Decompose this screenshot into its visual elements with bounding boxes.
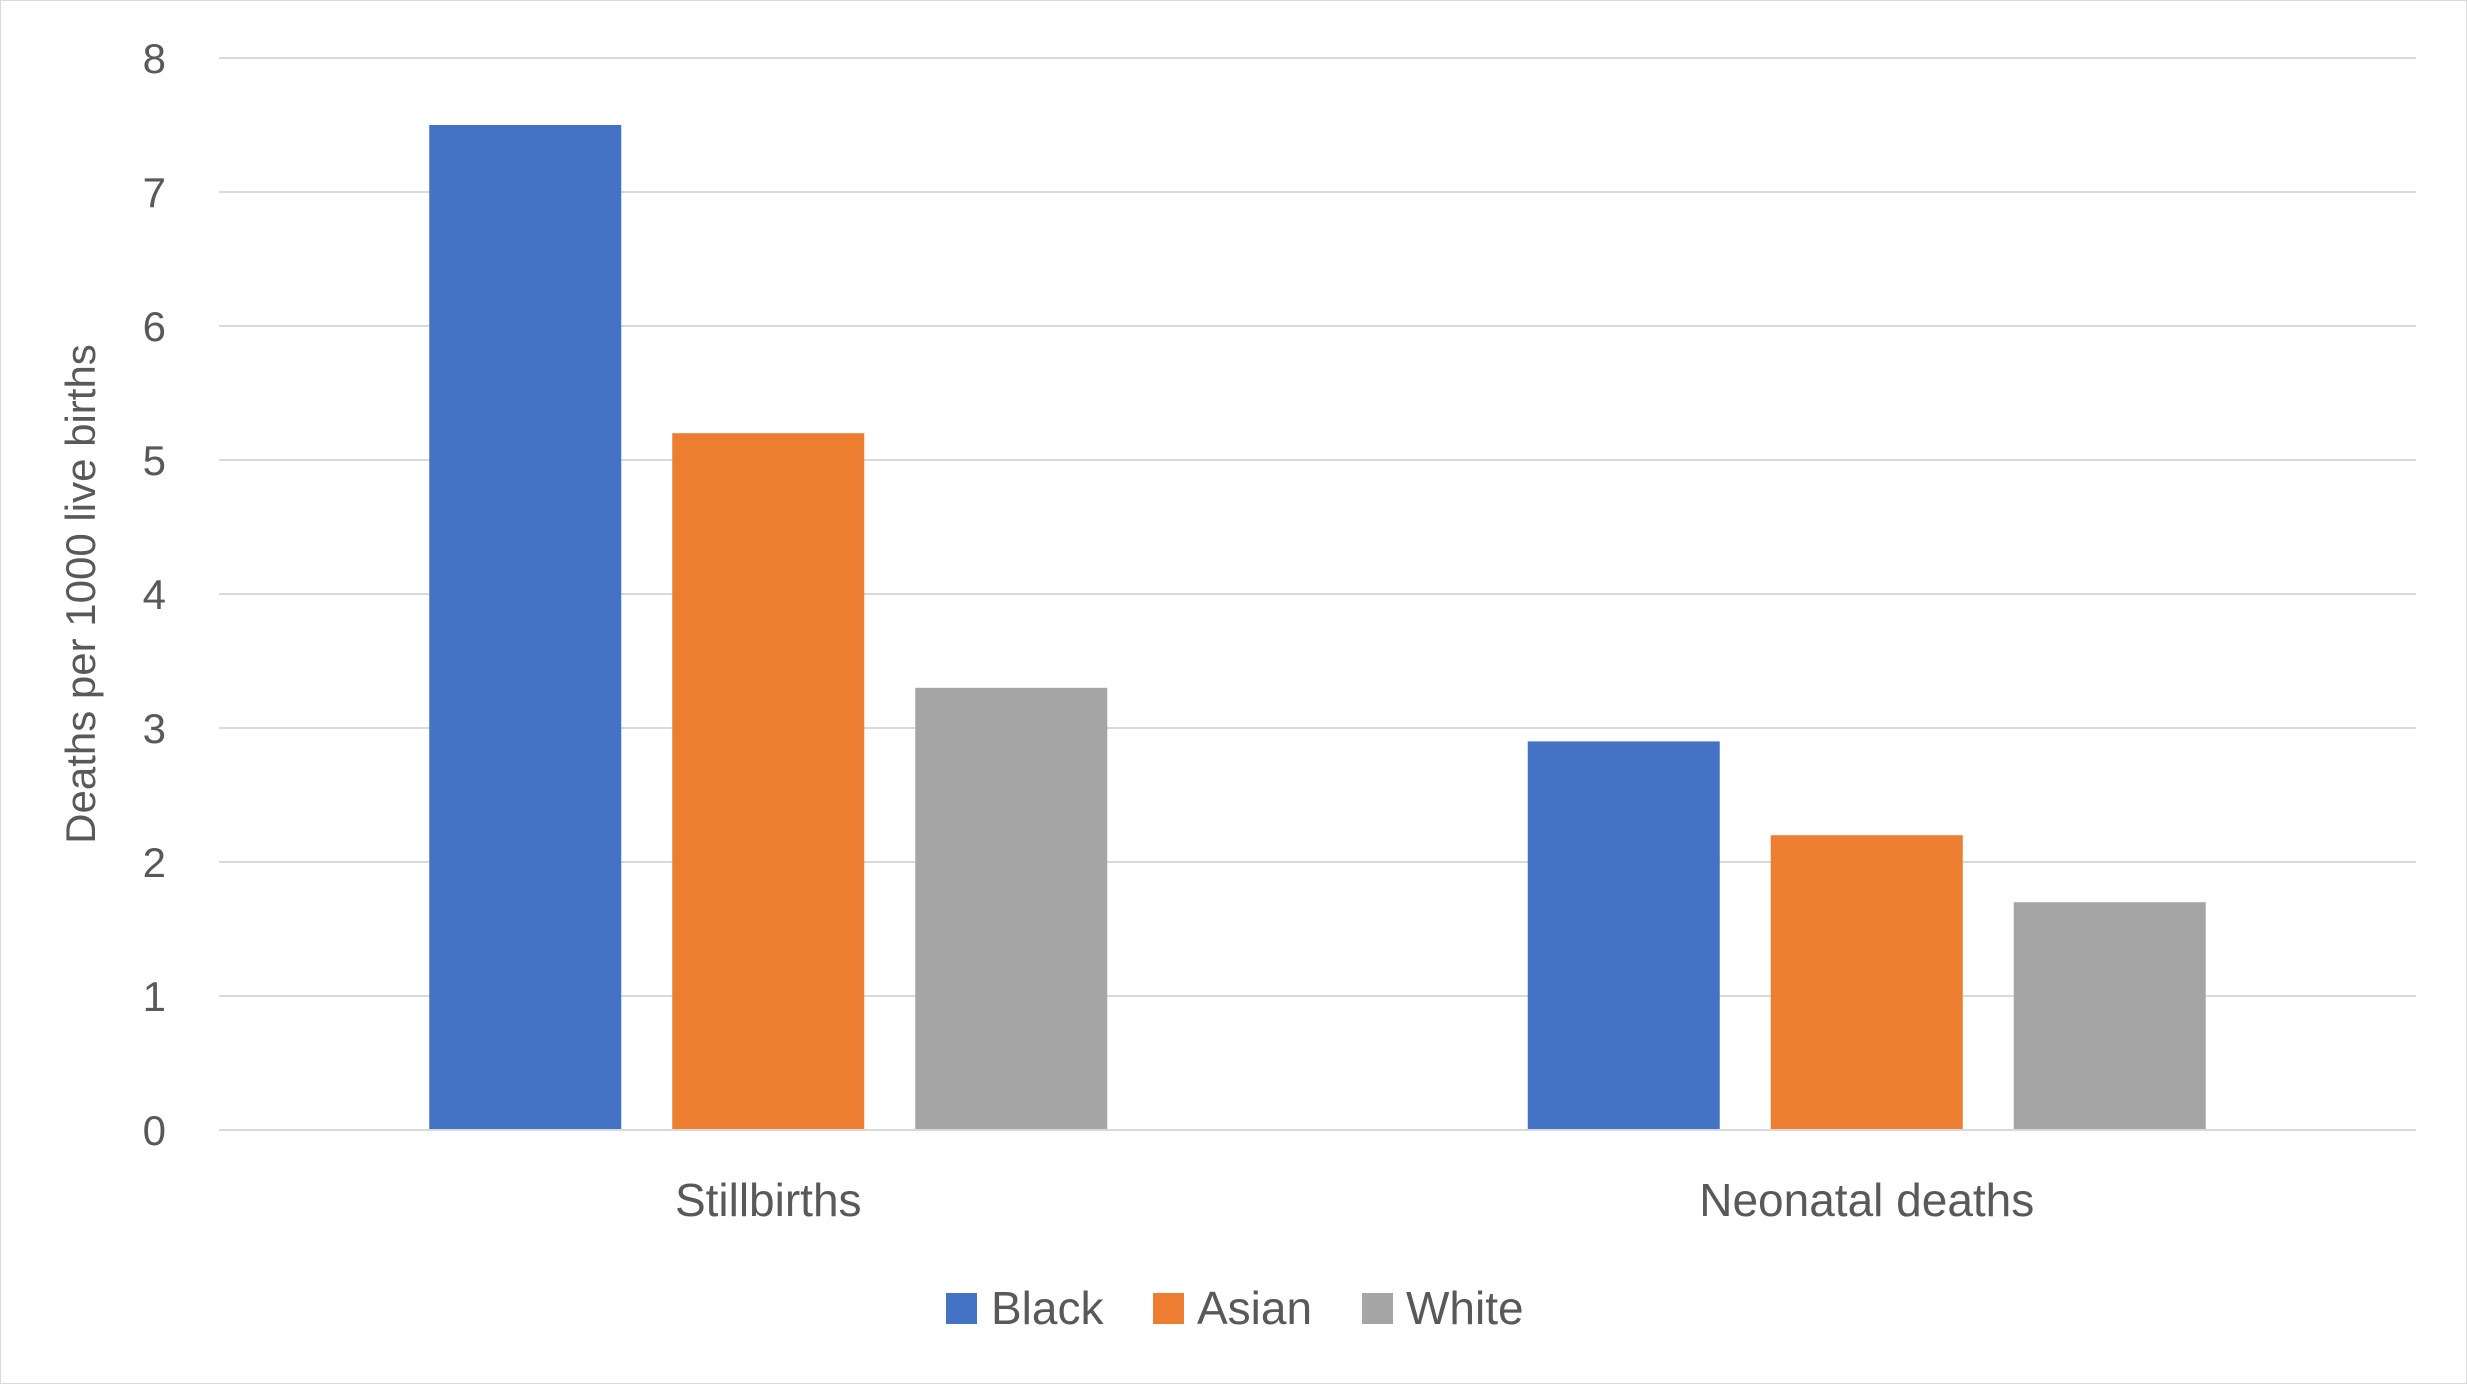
legend-label-white: White — [1406, 1282, 1524, 1334]
y-tick-label: 8 — [143, 35, 166, 82]
legend: Black Asian White — [946, 1282, 1524, 1334]
legend-label-black: Black — [991, 1282, 1104, 1334]
y-tick-label: 2 — [143, 839, 166, 886]
bar-asian-stillbirths — [672, 433, 865, 1130]
x-axis-categories: Stillbirths Neonatal deaths — [675, 1174, 2034, 1226]
x-category-label: Stillbirths — [675, 1174, 862, 1226]
legend-swatch-black — [946, 1293, 977, 1324]
bar-black-stillbirths — [429, 125, 622, 1130]
bar-asian-neonatal-deaths — [1770, 835, 1963, 1130]
y-tick-label: 3 — [143, 705, 166, 752]
y-tick-label: 4 — [143, 571, 166, 618]
legend-swatch-asian — [1153, 1293, 1184, 1324]
bars — [219, 125, 2416, 1131]
y-tick-label: 1 — [143, 973, 166, 1020]
y-tick-label: 6 — [143, 303, 166, 350]
legend-label-asian: Asian — [1197, 1282, 1312, 1334]
y-tick-label: 0 — [143, 1107, 166, 1154]
y-tick-label: 5 — [143, 437, 166, 484]
y-axis-title: Deaths per 1000 live births — [57, 344, 104, 844]
x-category-label: Neonatal deaths — [1699, 1174, 2034, 1226]
legend-swatch-white — [1362, 1293, 1393, 1324]
bar-black-neonatal-deaths — [1527, 741, 1720, 1130]
y-tick-label: 7 — [143, 169, 166, 216]
bar-white-stillbirths — [915, 687, 1108, 1130]
bar-white-neonatal-deaths — [2013, 902, 2206, 1130]
y-axis-ticks: 0 1 2 3 4 5 6 7 8 — [143, 35, 166, 1154]
